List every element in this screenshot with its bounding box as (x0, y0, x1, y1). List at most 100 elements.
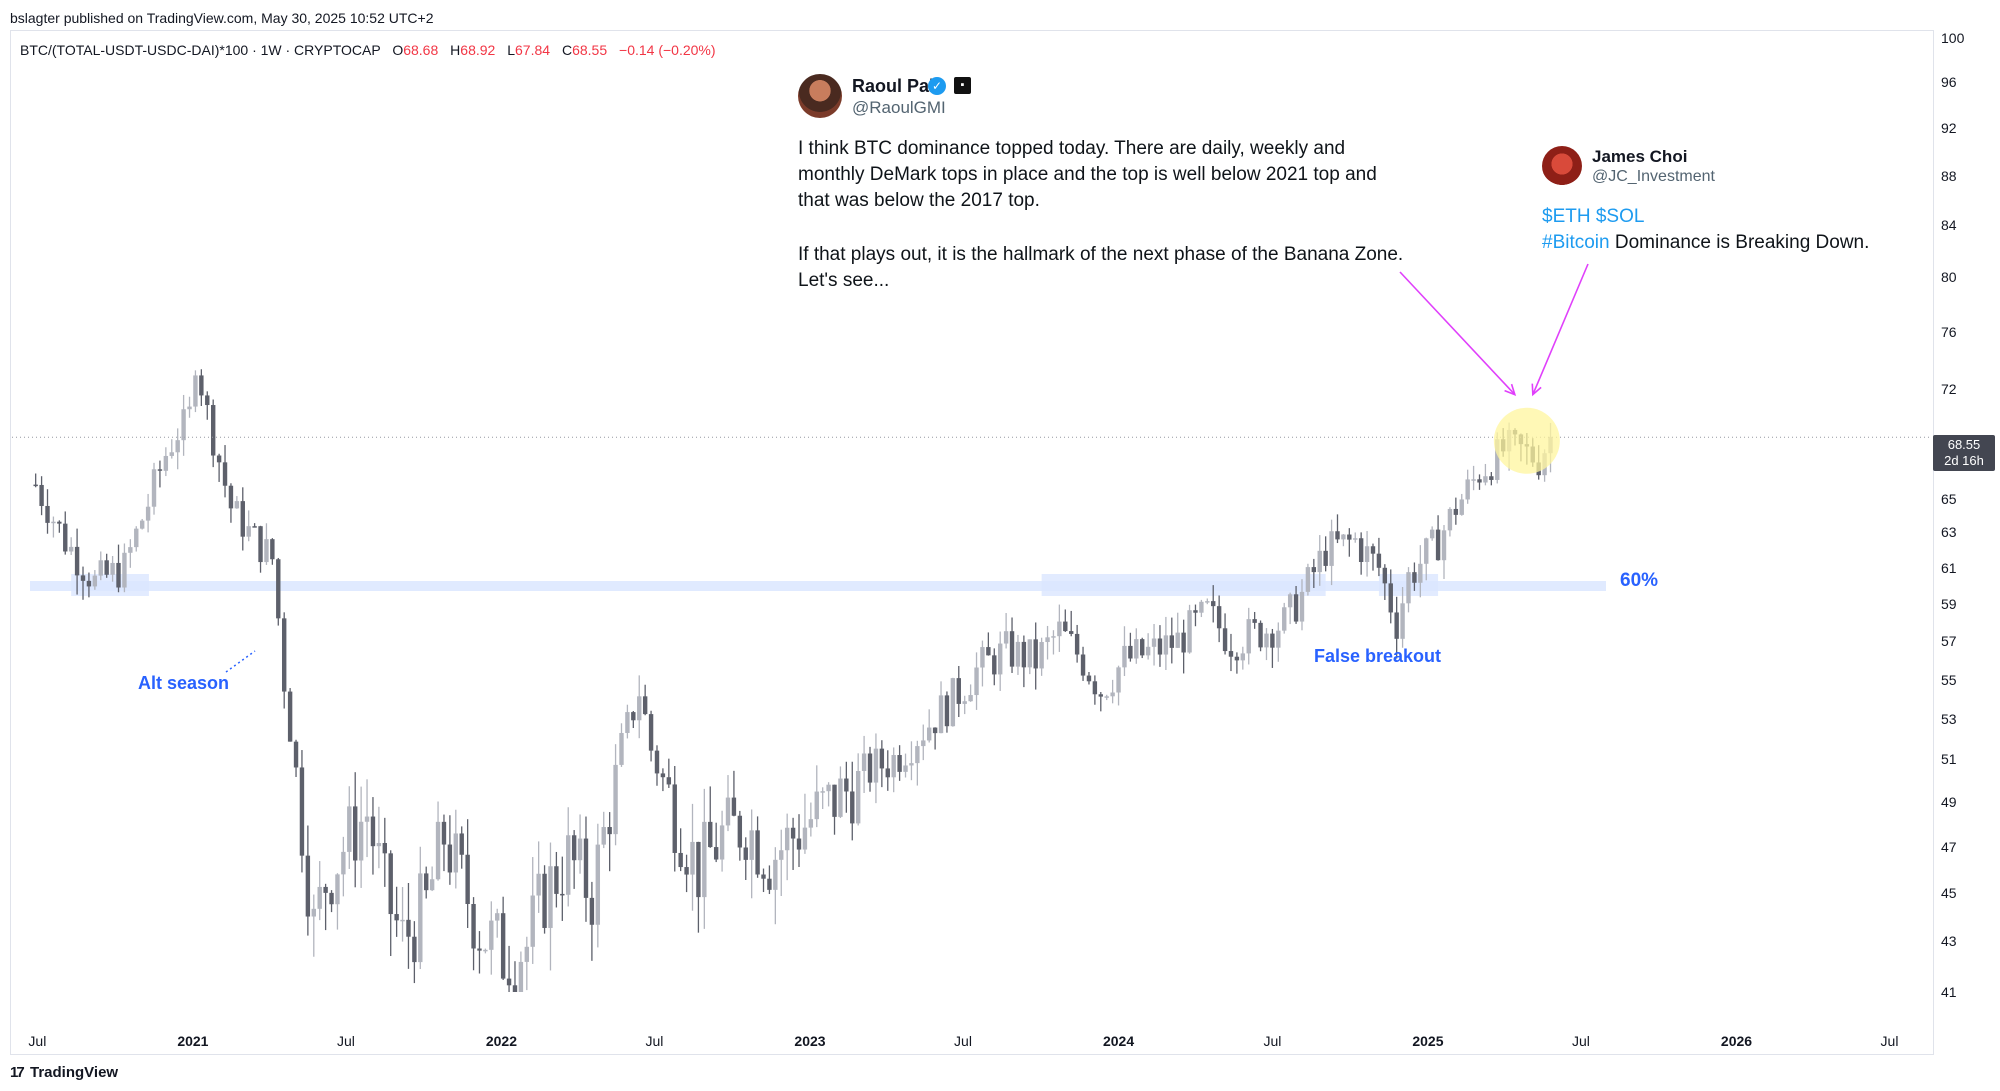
candle-body (755, 830, 760, 875)
candle-body (33, 484, 38, 487)
candle-body (542, 873, 547, 928)
candle-body (672, 784, 677, 853)
x-tick-label: 2025 (1412, 1033, 1444, 1049)
candle-body (719, 825, 725, 860)
candle-body (270, 539, 275, 560)
y-tick-label: 61 (1941, 560, 1957, 576)
candle-body (861, 753, 867, 772)
james-choi-avatar (1542, 146, 1582, 186)
candle-body (406, 919, 411, 937)
y-tick-label: 47 (1941, 839, 1957, 855)
candle-body (554, 866, 559, 894)
candle-body (820, 791, 825, 793)
candle-body (1134, 639, 1139, 659)
candle-body (1477, 479, 1482, 483)
candle-body (1489, 476, 1494, 480)
candle-body (1145, 646, 1151, 656)
candle-body (1051, 636, 1056, 638)
candle-body (317, 886, 322, 909)
open-label: O (392, 42, 404, 58)
candle-body (956, 678, 961, 704)
candle-body (696, 841, 701, 898)
candle-body (228, 485, 234, 509)
candle-body (518, 961, 524, 992)
candle-body (116, 562, 121, 588)
candle-body (1270, 633, 1275, 648)
y-tick-label: 72 (1941, 381, 1957, 397)
y-tick-label: 57 (1941, 633, 1957, 649)
y-tick-label: 76 (1941, 324, 1957, 340)
close-label: C (561, 42, 573, 58)
y-tick-label: 43 (1941, 933, 1957, 949)
candle-body (660, 773, 666, 778)
candle-body (394, 914, 399, 921)
candle-body (530, 895, 535, 947)
candle-body (583, 838, 589, 898)
raoul-pal-arrow (1399, 271, 1516, 396)
candle-body (619, 732, 624, 765)
tweet2-handle: @JC_Investment (1592, 168, 1715, 185)
candle-body (737, 815, 743, 848)
candle-body (885, 768, 890, 778)
candle-body (796, 838, 802, 850)
candle-body (276, 559, 281, 619)
candle-body (950, 678, 956, 727)
candle-body (571, 835, 577, 861)
candle-body (128, 547, 133, 553)
candle-body (702, 821, 707, 898)
y-tick-label: 92 (1941, 120, 1957, 136)
candle-body (1181, 632, 1186, 653)
affiliate-badge-icon: ▪ (954, 77, 971, 94)
tradingview-logo[interactable]: 17 TradingView (10, 1064, 118, 1081)
candle-body (921, 740, 926, 747)
candle-body (506, 978, 512, 986)
candle-body (1447, 508, 1453, 531)
candle-body (1400, 603, 1405, 639)
level-60-label: 60% (1620, 570, 1659, 591)
candle-body (761, 874, 766, 879)
candle-body (1388, 583, 1393, 613)
candle-body (57, 521, 62, 524)
candle-body (139, 520, 145, 529)
candle-body (74, 546, 80, 576)
candle-body (1311, 567, 1317, 573)
candle-body (666, 777, 672, 785)
y-tick-label: 49 (1941, 794, 1957, 810)
candle-body (1353, 538, 1358, 540)
tweet2-author-name: James Choi (1592, 147, 1688, 166)
candle-body (1293, 594, 1299, 622)
candle-body (1370, 546, 1376, 554)
retest-zone (71, 574, 149, 596)
x-tick-label: Jul (28, 1033, 47, 1049)
candle-body (1495, 439, 1500, 480)
candle-body (1471, 479, 1476, 481)
candle-body (358, 821, 364, 861)
candle-body (891, 755, 896, 778)
symbol-name[interactable]: BTC/(TOTAL-USDT-USDC-DAI)*100 · 1W · CRY… (20, 42, 381, 58)
y-tick-label: 55 (1941, 672, 1957, 688)
candle-body (1358, 538, 1364, 562)
candle-body (512, 985, 518, 992)
james-choi-arrow (1532, 263, 1589, 395)
y-tick-label: 51 (1941, 751, 1957, 767)
x-tick-label: Jul (336, 1033, 355, 1049)
candle-body (447, 844, 453, 873)
candle-body (1406, 572, 1411, 604)
candle-body (1122, 645, 1127, 668)
open-value: 68.68 (403, 42, 439, 58)
candle-body (163, 455, 169, 471)
james-choi-arrow-head (1531, 383, 1542, 397)
candle-body (1305, 567, 1311, 592)
candle-body (1140, 639, 1145, 656)
candle-body (1074, 633, 1080, 655)
candle-body (873, 748, 879, 783)
candle-body (92, 575, 98, 587)
candle-body (199, 375, 204, 396)
candle-body (855, 771, 861, 824)
candle-body (39, 484, 44, 506)
candle-body (246, 526, 251, 537)
published-caption: bslagter published on TradingView.com, M… (10, 10, 434, 26)
candle-body (642, 696, 648, 715)
candle-body (1418, 563, 1423, 583)
